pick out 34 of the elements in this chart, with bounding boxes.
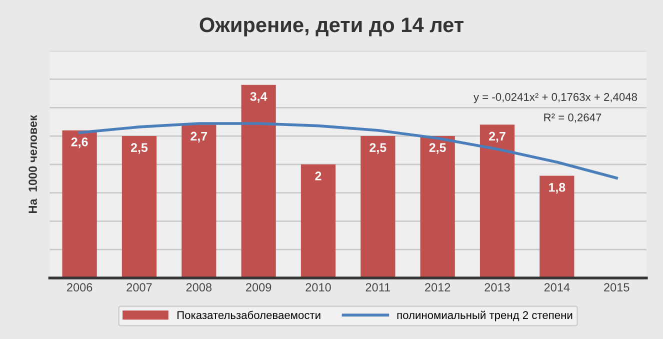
- bar: [122, 136, 157, 278]
- data-label: 2: [315, 172, 322, 180]
- bar: [241, 84, 276, 278]
- bar: [540, 176, 574, 278]
- x-tick-label: 2006: [67, 283, 92, 292]
- data-label: 1,8: [549, 182, 566, 194]
- x-tick-label: 2009: [246, 283, 272, 292]
- x-tick-label: 2011: [366, 283, 390, 292]
- annotation: R² = 0,2647: [544, 114, 602, 123]
- x-tick-label: 2012: [425, 283, 450, 292]
- data-label: 3,4: [250, 92, 268, 103]
- bar: [182, 124, 216, 278]
- bar: [360, 136, 396, 278]
- x-tick-label: 2014: [544, 283, 570, 292]
- y-axis-title: На 1000 человек: [28, 115, 37, 213]
- data-label: 2,5: [370, 143, 386, 154]
- data-label: 2,5: [130, 143, 148, 154]
- annotation: y = -0,0241x² + 0,1763x + 2,4048: [474, 93, 637, 104]
- x-tick-label: 2010: [306, 283, 331, 292]
- bar: [480, 124, 515, 278]
- chart-title: Ожирение, дети до 14 лет: [200, 18, 464, 36]
- data-label: 2,6: [71, 137, 88, 148]
- data-label: 2,7: [190, 132, 208, 142]
- bar: [420, 136, 455, 278]
- x-tick-label: 2013: [484, 283, 510, 292]
- bar: [62, 130, 97, 278]
- data-label: 2,7: [488, 132, 506, 142]
- data-label: 2,5: [429, 143, 446, 154]
- x-tick-label: 2015: [604, 283, 630, 292]
- x-tick-label: 2008: [186, 283, 212, 292]
- legend-label: полиномиальный тренд 2 степени: [397, 310, 572, 322]
- bar: [300, 164, 336, 278]
- x-tick-label: 2007: [126, 283, 152, 292]
- legend-label: Показательзаболеваемости: [177, 310, 320, 320]
